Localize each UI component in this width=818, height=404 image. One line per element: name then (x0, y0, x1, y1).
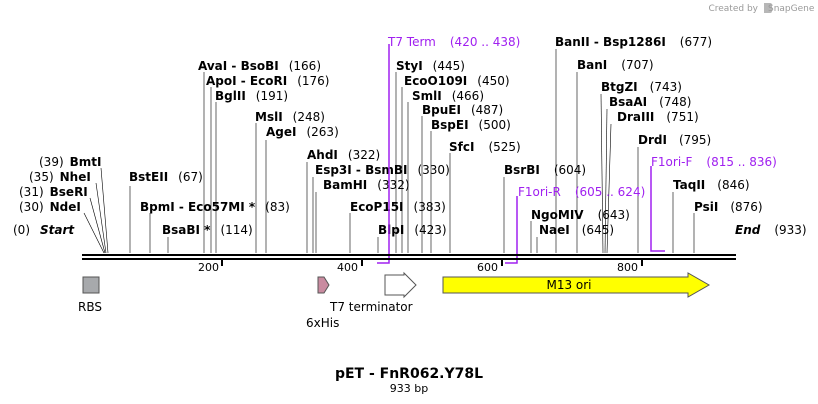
site-bsabi: BsaBI * (114) (162, 223, 253, 237)
primer-f1ori-r-marker (505, 196, 518, 264)
site-taqii: TaqII (846) (673, 178, 750, 192)
site-bsaai: BsaAI (748) (609, 95, 691, 109)
site-bamhi: BamHI (332) (323, 178, 410, 192)
site-btgzi: BtgZI (743) (601, 80, 682, 94)
site-esp3i: Esp3I - BsmBI (330) (315, 163, 450, 177)
features: RBS 6xHis T7 terminator M13 ori (78, 271, 711, 330)
primer-f1ori-f: F1ori-F (815 .. 836) (651, 155, 777, 169)
site-drdi: DrdI (795) (638, 133, 711, 147)
site-bspei: BspEI (500) (431, 118, 511, 132)
site-draiii: DraIII (751) (617, 110, 699, 124)
primer-t7-term: T7 Term (420 .. 438) (387, 35, 520, 49)
ruler-tick-200 (221, 260, 223, 266)
feature-t7-terminator-arrow (384, 271, 417, 299)
feature-rbs-label: RBS (78, 300, 102, 314)
feature-6xhis-label: 6xHis (306, 316, 339, 330)
feature-m13-ori-label: M13 ori (546, 278, 591, 292)
site-bmti: (39) BmtI (39, 155, 102, 169)
primers: T7 Term (420 .. 438) F1ori-R (605 .. 624) … (377, 35, 777, 264)
site-bpmi: BpmI - Eco57MI * (83) (140, 200, 290, 214)
site-apoi: ApoI - EcoRI (176) (206, 74, 329, 88)
ruler-tick-600 (501, 260, 503, 266)
credit-brand: SnapGene (768, 4, 815, 14)
site-ecop15i: EcoP15I (383) (350, 200, 446, 214)
site-bani: BanI (707) (577, 58, 654, 72)
site-banii: BanII - Bsp1286I (677) (555, 35, 712, 49)
site-sfci: SfcI (525) (449, 140, 521, 154)
site-bsrbi: BsrBI (604) (504, 163, 586, 177)
ruler-label-600: 600 (477, 261, 498, 274)
site-ndei: (30) NdeI (19, 200, 81, 214)
primer-f1ori-f-marker (650, 166, 665, 252)
ruler-label-200: 200 (198, 261, 219, 274)
plasmid-title: pET - FnR062.Y78L (335, 366, 483, 382)
restriction-sites: (30) NdeI (31) BseRI (35) NheI (39) BmtI Bst… (19, 35, 763, 237)
site-psii: PsiI (876) (694, 200, 763, 214)
dna-backbone (82, 254, 736, 260)
site-bseri: (31) BseRI (19, 185, 88, 199)
feature-rbs (82, 276, 100, 294)
site-ecoo109i: EcoO109I (450) (404, 74, 510, 88)
primer-f1ori-r: F1ori-R (605 .. 624) (518, 185, 645, 199)
site-smli: SmlI (466) (412, 89, 484, 103)
site-ngomiv: NgoMIV (643) (531, 208, 630, 222)
primer-t7-term-marker (377, 44, 390, 264)
feature-m13-ori-arrow (442, 272, 711, 298)
site-bsteii: BstEII (67) (129, 170, 203, 184)
snapgene-logo-icon (764, 3, 772, 13)
site-agei: AgeI (263) (266, 125, 339, 139)
ruler-tick-400 (361, 260, 363, 266)
ruler-label-800: 800 (617, 261, 638, 274)
site-nhei: (35) NheI (29, 170, 91, 184)
site-bpuei: BpuEI (487) (422, 103, 503, 117)
plasmid-length: 933 bp (390, 382, 428, 395)
site-msli: MslI (248) (255, 110, 325, 124)
site-styi: StyI (445) (396, 59, 465, 73)
ruler: 200 400 600 800 (198, 260, 643, 274)
feature-t7-terminator-label: T7 terminator (329, 300, 413, 314)
feature-6xhis (317, 276, 330, 294)
site-bglii: BglII (191) (215, 89, 288, 103)
site-ahdi: AhdI (322) (307, 148, 380, 162)
start-label: (0) Start (13, 223, 75, 237)
site-avai: AvaI - BsoBI (166) (198, 59, 321, 73)
ruler-tick-800 (641, 260, 643, 266)
site-connector-lines (83, 49, 695, 254)
end-label: End (933) (735, 223, 807, 237)
site-naei: NaeI (645) (539, 223, 614, 237)
ruler-label-400: 400 (337, 261, 358, 274)
site-blpi: BlpI (423) (378, 223, 447, 237)
snapgene-credit: Created by SnapGene (708, 3, 815, 14)
credit-prefix: Created by (708, 4, 758, 14)
